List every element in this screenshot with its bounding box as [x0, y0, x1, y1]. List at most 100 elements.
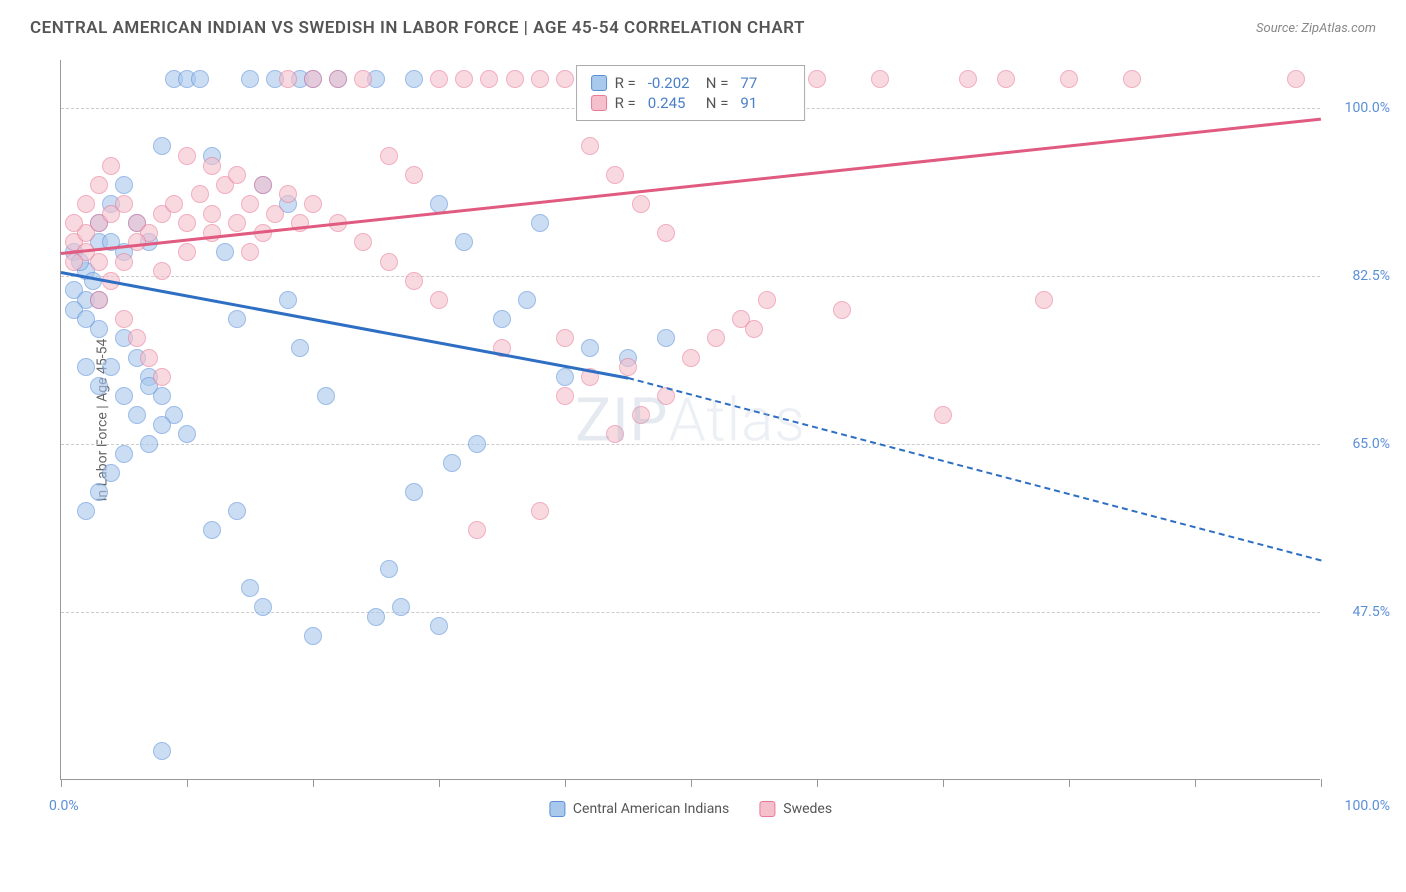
scatter-chart: In Labor Force | Age 45-54 ZIPAtlas R =-…: [60, 60, 1320, 780]
data-point: [115, 310, 133, 328]
data-point: [556, 329, 574, 347]
x-tick: [439, 779, 440, 787]
x-tick: [1321, 779, 1322, 787]
data-point: [115, 445, 133, 463]
data-point: [304, 70, 322, 88]
series-legend: Central American Indians Swedes: [549, 801, 832, 817]
data-point: [606, 166, 624, 184]
gridline: [61, 276, 1320, 277]
legend-r-value: -0.202: [648, 74, 698, 92]
legend-swatch: [591, 75, 607, 91]
data-point: [115, 253, 133, 271]
data-point: [392, 598, 410, 616]
data-point: [354, 70, 372, 88]
data-point: [203, 157, 221, 175]
x-axis-max-label: 100.0%: [1345, 798, 1390, 814]
data-point: [228, 502, 246, 520]
data-point: [90, 320, 108, 338]
legend-r-label: R =: [615, 74, 636, 92]
data-point: [632, 195, 650, 213]
data-point: [115, 176, 133, 194]
data-point: [556, 368, 574, 386]
data-point: [405, 272, 423, 290]
data-point: [241, 579, 259, 597]
data-point: [191, 70, 209, 88]
legend-r-value: 0.245: [648, 94, 698, 112]
data-point: [90, 291, 108, 309]
x-tick: [61, 779, 62, 787]
x-tick: [565, 779, 566, 787]
data-point: [430, 70, 448, 88]
x-tick: [187, 779, 188, 787]
data-point: [102, 157, 120, 175]
data-point: [430, 617, 448, 635]
source-attribution: Source: ZipAtlas.com: [1256, 21, 1376, 36]
x-tick: [691, 779, 692, 787]
data-point: [443, 454, 461, 472]
legend-n-value: 91: [740, 94, 790, 112]
data-point: [959, 70, 977, 88]
x-tick: [817, 779, 818, 787]
data-point: [304, 195, 322, 213]
data-point: [556, 70, 574, 88]
data-point: [279, 70, 297, 88]
data-point: [102, 464, 120, 482]
data-point: [241, 195, 259, 213]
data-point: [758, 291, 776, 309]
data-point: [153, 416, 171, 434]
data-point: [1123, 70, 1141, 88]
data-point: [115, 387, 133, 405]
data-point: [153, 137, 171, 155]
legend-swatch: [759, 801, 775, 817]
y-tick-label: 100.0%: [1345, 100, 1390, 116]
data-point: [90, 483, 108, 501]
legend-swatch: [591, 95, 607, 111]
data-point: [77, 502, 95, 520]
data-point: [102, 358, 120, 376]
legend-n-label: N =: [706, 94, 729, 112]
data-point: [153, 262, 171, 280]
data-point: [506, 70, 524, 88]
data-point: [682, 349, 700, 367]
data-point: [518, 291, 536, 309]
data-point: [140, 349, 158, 367]
data-point: [279, 185, 297, 203]
data-point: [657, 329, 675, 347]
data-point: [178, 214, 196, 232]
data-point: [203, 521, 221, 539]
correlation-legend: R =-0.202N =77R =0.245N =91: [576, 65, 806, 121]
data-point: [455, 70, 473, 88]
data-point: [140, 435, 158, 453]
data-point: [178, 243, 196, 261]
gridline: [61, 612, 1320, 613]
data-point: [84, 272, 102, 290]
data-point: [228, 310, 246, 328]
data-point: [493, 310, 511, 328]
series-legend-label: Central American Indians: [573, 801, 729, 817]
data-point: [65, 214, 83, 232]
series-legend-label: Swedes: [783, 801, 832, 817]
data-point: [128, 406, 146, 424]
data-point: [619, 358, 637, 376]
data-point: [405, 483, 423, 501]
data-point: [317, 387, 335, 405]
x-tick: [313, 779, 314, 787]
legend-row: R =0.245N =91: [591, 94, 791, 112]
data-point: [367, 608, 385, 626]
series-legend-item: Central American Indians: [549, 801, 729, 817]
legend-row: R =-0.202N =77: [591, 74, 791, 92]
data-point: [468, 521, 486, 539]
chart-title: CENTRAL AMERICAN INDIAN VS SWEDISH IN LA…: [30, 18, 805, 38]
data-point: [304, 627, 322, 645]
data-point: [241, 243, 259, 261]
data-point: [707, 329, 725, 347]
data-point: [405, 70, 423, 88]
chart-header: CENTRAL AMERICAN INDIAN VS SWEDISH IN LA…: [0, 0, 1406, 48]
data-point: [203, 224, 221, 242]
data-point: [77, 195, 95, 213]
data-point: [254, 598, 272, 616]
data-point: [934, 406, 952, 424]
data-point: [1287, 70, 1305, 88]
data-point: [833, 301, 851, 319]
data-point: [380, 560, 398, 578]
